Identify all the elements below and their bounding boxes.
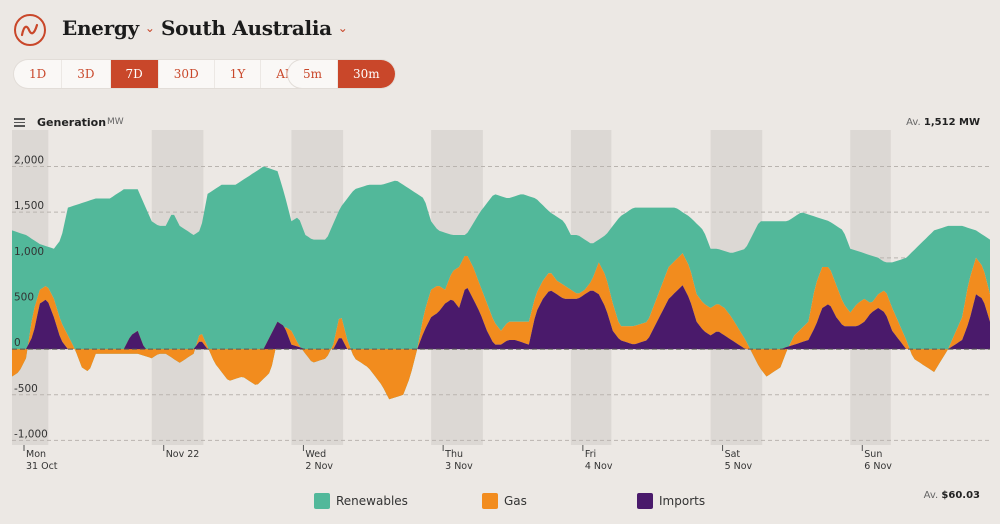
legend-item-imports[interactable]: Imports (637, 493, 705, 509)
x-tick-label: Nov 22 (166, 449, 200, 460)
x-tick-sublabel: 2 Nov (305, 461, 333, 472)
chevron-down-icon: ⌄ (337, 21, 348, 35)
range-button-3d[interactable]: 3D (62, 60, 111, 88)
y-tick-label: -1,000 (14, 428, 48, 440)
x-tick-sublabel: 5 Nov (725, 461, 753, 472)
legend-swatch (637, 493, 653, 509)
region-selector[interactable]: Energy ⌄ (62, 16, 155, 40)
interval-button-group: 5m 30m (288, 60, 395, 88)
legend-swatch (314, 493, 330, 509)
legend-label: Imports (659, 494, 706, 508)
x-tick-label: Sat (725, 449, 741, 460)
chart-title: Generation (37, 116, 107, 129)
x-tick-sublabel: 4 Nov (585, 461, 613, 472)
average-price-label: Av. (923, 490, 939, 501)
x-tick-sublabel: 3 Nov (445, 461, 473, 472)
range-button-7d[interactable]: 7D (110, 60, 159, 88)
location-selector[interactable]: South Australia ⌄ (161, 16, 348, 40)
x-tick-label: Fri (585, 449, 596, 460)
legend-label: Gas (504, 494, 527, 508)
range-button-1d[interactable]: 1D (14, 60, 63, 88)
x-tick-sublabel: 6 Nov (864, 461, 892, 472)
region-selector-label: Energy (62, 16, 139, 40)
series-area-imports (12, 285, 990, 350)
menu-icon[interactable] (14, 118, 25, 127)
series-area-renewables (12, 166, 990, 400)
interval-button-30m[interactable]: 30m (338, 60, 395, 88)
average-price: Av. $60.03 (924, 490, 980, 501)
average-generation-label: Av. (906, 117, 921, 128)
average-generation: Av. 1,512 MW (906, 117, 980, 128)
y-tick-label: -500 (14, 383, 38, 395)
y-tick-label: 1,000 (14, 246, 44, 258)
interval-button-5m[interactable]: 5m (288, 60, 339, 88)
location-selector-label: South Australia (161, 16, 332, 40)
chevron-down-icon: ⌄ (144, 21, 155, 35)
x-tick-label: Thu (444, 449, 463, 460)
legend-item-gas[interactable]: Gas (482, 493, 527, 509)
average-generation-value: 1,512 MW (923, 117, 980, 128)
y-tick-label: 1,500 (14, 200, 44, 212)
chart-header: Generation MW Av. 1,512 MW (0, 114, 1000, 134)
x-tick-label: Sun (864, 449, 882, 460)
y-tick-label: 500 (14, 291, 34, 303)
legend-label: Renewables (336, 494, 408, 508)
y-tick-label: 2,000 (14, 155, 44, 167)
legend-item-renewables[interactable]: Renewables (314, 493, 408, 509)
top-bar: Energy ⌄ South Australia ⌄ (0, 0, 1000, 60)
x-tick-label: Wed (305, 449, 326, 460)
legend-swatch (482, 493, 498, 509)
x-tick-sublabel: 31 Oct (26, 461, 58, 472)
range-button-1y[interactable]: 1Y (215, 60, 262, 88)
series-area-gas (12, 253, 990, 400)
app-logo-icon[interactable] (14, 14, 46, 46)
y-tick-label: 0 (14, 337, 21, 349)
chart-unit: MW (107, 117, 124, 127)
average-price-value: $60.03 (941, 490, 980, 501)
range-button-30d[interactable]: 30D (159, 60, 215, 88)
range-button-group: 1D 3D 7D 30D 1Y ALL (14, 60, 316, 88)
x-tick-label: Mon (26, 449, 46, 460)
